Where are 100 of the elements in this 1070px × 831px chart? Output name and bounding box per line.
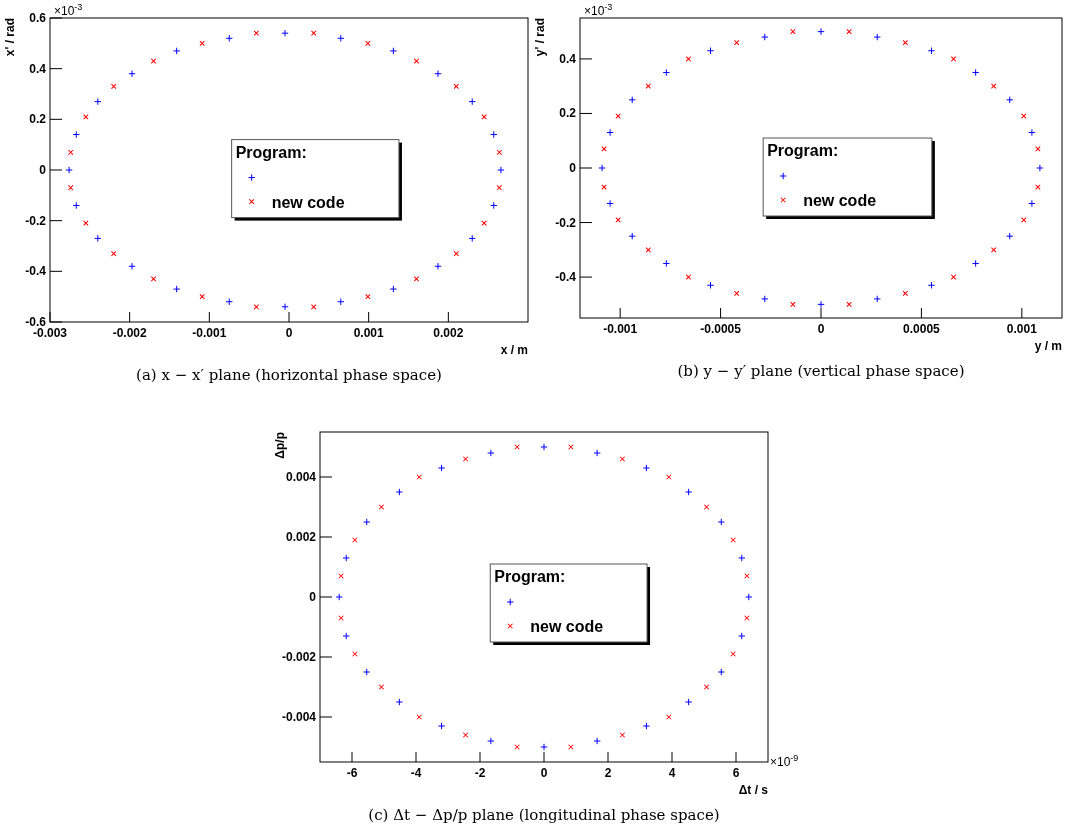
point <box>434 262 442 270</box>
point <box>666 474 672 480</box>
point <box>846 28 852 35</box>
point <box>487 737 495 745</box>
point <box>416 714 422 720</box>
point <box>684 698 693 706</box>
y-tick-label: 0.6 <box>29 11 47 25</box>
point <box>733 290 740 297</box>
point <box>94 234 102 243</box>
point <box>389 285 398 293</box>
x-tick-label: 0.0005 <box>903 322 941 336</box>
point <box>1028 199 1036 208</box>
y-tick-label: -0.4 <box>25 264 47 279</box>
y-tick-label: 0.2 <box>559 106 577 121</box>
point <box>352 651 358 657</box>
point <box>72 130 80 139</box>
point <box>462 456 469 462</box>
x-tick-label: -0.0005 <box>700 322 742 336</box>
y-tick-label: -0.2 <box>25 213 47 228</box>
point <box>730 537 736 543</box>
point <box>514 444 520 450</box>
point <box>416 474 422 480</box>
point <box>342 554 350 562</box>
point <box>540 743 548 751</box>
point <box>496 184 503 191</box>
point <box>738 554 746 562</box>
y-tick-label: -0.6 <box>25 315 47 329</box>
x-tick-label: -0.001 <box>603 322 638 336</box>
legend-label: new code <box>530 618 604 635</box>
point <box>1035 146 1041 152</box>
x-tick-label: 0.001 <box>353 326 385 340</box>
point <box>94 97 102 106</box>
point <box>601 146 607 152</box>
x-tick-label: -4 <box>410 766 422 780</box>
point <box>568 444 574 450</box>
point <box>706 47 715 55</box>
x-axis-title: Δt / s <box>738 783 769 797</box>
point <box>395 698 404 706</box>
point <box>619 456 626 462</box>
x-tick-label: 4 <box>668 766 676 780</box>
legend-label: new code <box>803 192 877 209</box>
y-tick-label: 0.2 <box>29 112 47 127</box>
x-tick-label: 0.002 <box>433 326 464 340</box>
point <box>1021 217 1027 223</box>
y-tick-label: 0.4 <box>559 51 577 66</box>
x-tick-label: 0.001 <box>1006 322 1038 336</box>
point <box>83 220 89 226</box>
point <box>568 744 574 750</box>
point <box>487 449 495 457</box>
point <box>971 68 980 77</box>
y-axis-title: x' / rad <box>3 18 17 57</box>
point <box>413 58 420 64</box>
point <box>468 97 476 106</box>
point <box>514 744 520 750</box>
point <box>738 632 746 640</box>
x-tick-label: 2 <box>604 766 612 780</box>
x-tick-label: 0 <box>540 766 548 780</box>
point <box>733 39 740 46</box>
point <box>950 56 957 62</box>
point <box>990 247 997 253</box>
x-tick-label: -0.003 <box>32 326 68 340</box>
point <box>172 285 181 293</box>
point <box>378 504 385 510</box>
point <box>83 114 89 120</box>
text: (a) x − x′ plane (horizontal phase space) <box>136 366 442 384</box>
point <box>497 166 505 174</box>
point <box>606 199 614 208</box>
point <box>199 293 205 300</box>
x-axis-title: x / m <box>500 343 528 357</box>
point <box>685 56 692 62</box>
point <box>67 149 74 156</box>
point <box>744 615 750 621</box>
point <box>72 201 80 210</box>
point <box>684 488 693 496</box>
x-tick-label: -2 <box>474 766 486 780</box>
x-tick-label: 6 <box>732 766 740 780</box>
point <box>363 518 371 526</box>
point <box>389 47 398 55</box>
point <box>745 593 753 601</box>
text: (b) y − y′ plane (vertical phase space) <box>677 362 965 380</box>
point <box>1028 128 1036 137</box>
point <box>717 518 725 526</box>
point <box>338 615 344 621</box>
point <box>352 537 358 543</box>
point <box>128 262 136 270</box>
point <box>378 684 385 690</box>
point <box>971 259 980 268</box>
x-tick-label: -0.001 <box>192 326 227 340</box>
point <box>761 33 769 41</box>
point <box>902 290 909 297</box>
point <box>642 722 651 730</box>
text: (c) Δt − Δp/p plane (longitudinal phase space) <box>368 806 720 824</box>
point <box>873 33 881 41</box>
point <box>338 573 344 579</box>
point <box>150 58 157 64</box>
point <box>990 83 997 89</box>
point <box>593 449 601 457</box>
point <box>817 300 825 309</box>
point <box>703 504 710 510</box>
legend-title: Program: <box>235 143 307 161</box>
